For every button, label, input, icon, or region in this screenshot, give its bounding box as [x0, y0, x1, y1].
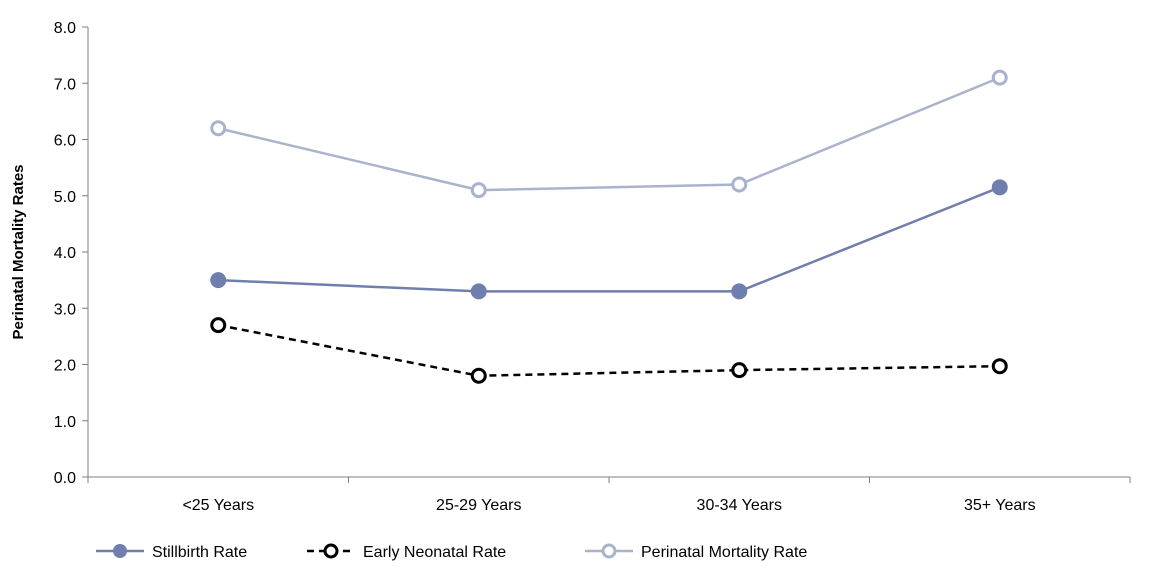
legend-marker	[601, 543, 617, 559]
legend-label: Stillbirth Rate	[152, 544, 247, 561]
series-line	[218, 186, 1001, 293]
data-point	[470, 283, 487, 300]
data-point	[991, 69, 1008, 86]
y-tick-label: 5.0	[54, 189, 76, 206]
data-point	[731, 362, 748, 379]
y-tick-label: 4.0	[54, 245, 76, 262]
data-point	[731, 176, 748, 193]
x-ticks: <25 Years 25-29 Years 30-34 Years 35+ Years	[87, 477, 1131, 514]
y-tick-label: 0.0	[54, 470, 76, 487]
data-point	[470, 367, 487, 384]
y-tick-label: 1.0	[54, 414, 76, 431]
series-3	[210, 69, 1008, 199]
series-line	[218, 323, 1000, 378]
data-point	[210, 120, 227, 137]
series-2	[210, 317, 1008, 384]
series-layer	[210, 69, 1008, 384]
legend-marker	[323, 543, 339, 559]
data-point	[210, 272, 227, 289]
y-ticks: 0.0 1.0 2.0 3.0 4.0 5.0 6.0 7.0 8.0	[54, 20, 88, 487]
legend-item: Stillbirth Rate	[96, 544, 247, 561]
data-point	[731, 283, 748, 300]
legend: Stillbirth Rate Early Neonatal Rate Perina…	[96, 543, 807, 561]
data-point	[210, 317, 227, 334]
legend-item: Perinatal Mortality Rate	[585, 543, 807, 561]
data-point	[991, 358, 1008, 375]
data-point	[470, 182, 487, 199]
y-tick-label: 3.0	[54, 301, 76, 318]
x-tick-label: 30-34 Years	[697, 497, 782, 514]
series-1	[210, 179, 1008, 300]
legend-label: Perinatal Mortality Rate	[641, 544, 807, 561]
y-tick-label: 2.0	[54, 358, 76, 375]
legend-item: Early Neonatal Rate	[307, 543, 506, 561]
x-tick-label: <25 Years	[182, 497, 254, 514]
y-tick-label: 6.0	[54, 133, 76, 150]
y-axis-label: Perinatal Mortality Rates	[10, 164, 27, 339]
series-line	[217, 76, 1001, 192]
legend-marker	[113, 544, 127, 558]
y-tick-label: 7.0	[54, 76, 76, 93]
y-tick-label: 8.0	[54, 20, 76, 37]
x-tick-label: 35+ Years	[964, 497, 1036, 514]
data-point	[991, 179, 1008, 196]
axes	[87, 27, 1130, 478]
x-tick-label: 25-29 Years	[436, 497, 521, 514]
legend-label: Early Neonatal Rate	[363, 544, 506, 561]
